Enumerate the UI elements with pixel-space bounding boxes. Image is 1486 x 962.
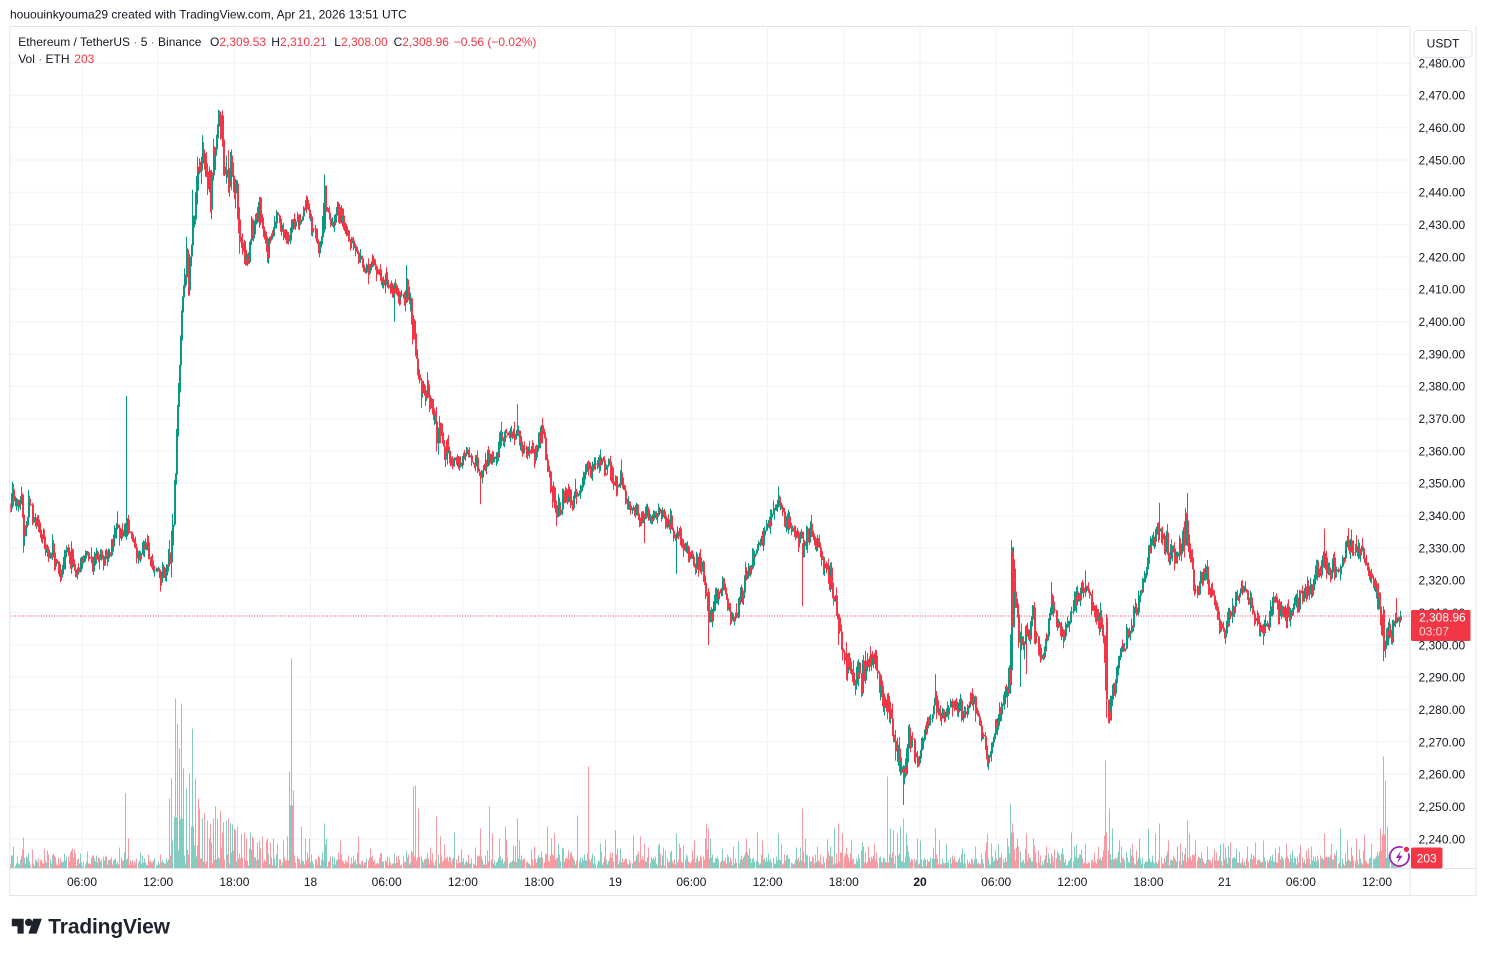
svg-text:2,450.00: 2,450.00 <box>1419 153 1466 167</box>
svg-text:06:00: 06:00 <box>67 875 97 889</box>
svg-text:2,410.00: 2,410.00 <box>1419 283 1466 297</box>
svg-text:Vol · ETH: Vol · ETH <box>18 52 69 66</box>
svg-text:12:00: 12:00 <box>1362 875 1392 889</box>
svg-text:−0.56 (−0.02%): −0.56 (−0.02%) <box>454 35 537 49</box>
svg-text:18:00: 18:00 <box>219 875 249 889</box>
svg-text:2,290.00: 2,290.00 <box>1419 671 1466 685</box>
svg-text:2,380.00: 2,380.00 <box>1419 380 1466 394</box>
svg-text:18:00: 18:00 <box>829 875 859 889</box>
svg-text:2,250.00: 2,250.00 <box>1419 800 1466 814</box>
svg-text:2,480.00: 2,480.00 <box>1419 56 1466 70</box>
svg-text:2,350.00: 2,350.00 <box>1419 477 1466 491</box>
svg-text:2,430.00: 2,430.00 <box>1419 218 1466 232</box>
svg-text:H2,310.21: H2,310.21 <box>271 35 327 49</box>
svg-text:2,370.00: 2,370.00 <box>1419 412 1466 426</box>
svg-text:2,390.00: 2,390.00 <box>1419 347 1466 361</box>
svg-text:2,400.00: 2,400.00 <box>1419 315 1466 329</box>
svg-text:12:00: 12:00 <box>753 875 783 889</box>
svg-text:21: 21 <box>1218 875 1232 889</box>
svg-text:TradingView: TradingView <box>48 916 170 939</box>
svg-text:hououinkyouma29 created with T: hououinkyouma29 created with TradingView… <box>10 8 407 22</box>
svg-text:C2,308.96: C2,308.96 <box>394 35 450 49</box>
svg-text:2,308.96: 2,308.96 <box>1419 611 1466 625</box>
svg-text:2,340.00: 2,340.00 <box>1419 509 1466 523</box>
svg-text:2,300.00: 2,300.00 <box>1419 638 1466 652</box>
svg-text:12:00: 12:00 <box>1057 875 1087 889</box>
svg-text:03:07: 03:07 <box>1419 625 1449 639</box>
svg-text:2,280.00: 2,280.00 <box>1419 703 1466 717</box>
svg-text:18:00: 18:00 <box>1133 875 1163 889</box>
svg-text:203: 203 <box>1417 851 1437 865</box>
svg-text:2,240.00: 2,240.00 <box>1419 832 1466 846</box>
svg-text:L2,308.00: L2,308.00 <box>334 35 388 49</box>
svg-text:2,420.00: 2,420.00 <box>1419 250 1466 264</box>
svg-text:O2,309.53: O2,309.53 <box>210 35 266 49</box>
svg-text:2,360.00: 2,360.00 <box>1419 444 1466 458</box>
svg-text:2,440.00: 2,440.00 <box>1419 186 1466 200</box>
svg-text:06:00: 06:00 <box>1286 875 1316 889</box>
svg-text:18:00: 18:00 <box>524 875 554 889</box>
svg-text:2,460.00: 2,460.00 <box>1419 121 1466 135</box>
svg-text:06:00: 06:00 <box>981 875 1011 889</box>
svg-text:19: 19 <box>609 875 623 889</box>
svg-text:20: 20 <box>913 875 927 889</box>
svg-text:2,270.00: 2,270.00 <box>1419 735 1466 749</box>
svg-text:06:00: 06:00 <box>372 875 402 889</box>
svg-text:2,320.00: 2,320.00 <box>1419 574 1466 588</box>
svg-text:2,330.00: 2,330.00 <box>1419 541 1466 555</box>
svg-text:2,470.00: 2,470.00 <box>1419 89 1466 103</box>
svg-text:USDT: USDT <box>1427 36 1460 50</box>
svg-text:12:00: 12:00 <box>143 875 173 889</box>
svg-text:203: 203 <box>74 52 94 66</box>
svg-text:Ethereum / TetherUS · 5 · Bina: Ethereum / TetherUS · 5 · Binance <box>18 35 202 49</box>
svg-text:12:00: 12:00 <box>448 875 478 889</box>
svg-text:06:00: 06:00 <box>676 875 706 889</box>
svg-text:18: 18 <box>304 875 318 889</box>
svg-text:2,260.00: 2,260.00 <box>1419 768 1466 782</box>
